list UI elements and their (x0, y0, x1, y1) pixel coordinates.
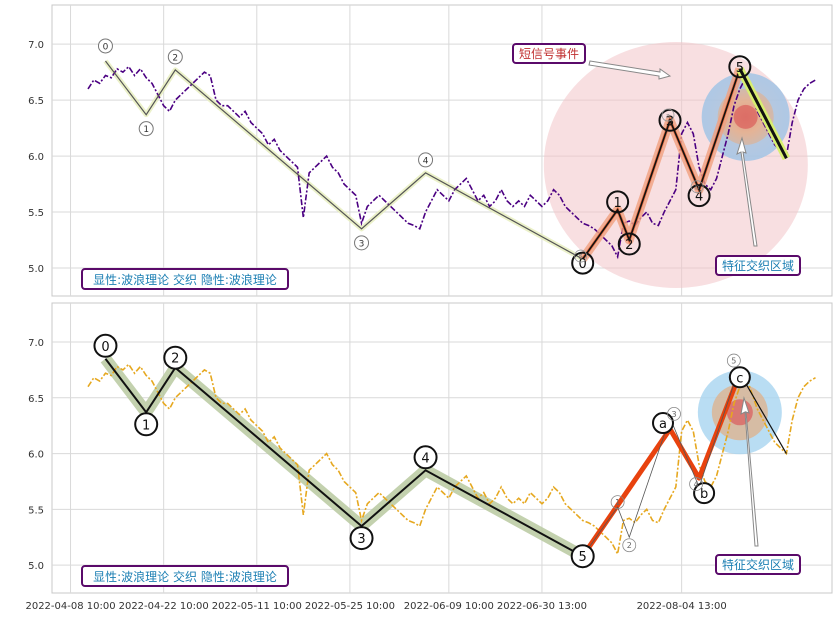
wave-point-label: 1 (142, 418, 150, 433)
legend-box (81, 268, 289, 290)
sub-wave-point-label: 3 (666, 114, 674, 129)
small-wave-marker (622, 538, 637, 553)
projection-line (739, 372, 787, 454)
wave-point-label: 0 (103, 42, 109, 52)
x-tick-label: 2022-04-22 10:00 (119, 601, 209, 612)
abc-point-label: a (659, 417, 667, 432)
wave-point-marker (570, 544, 595, 569)
price-line (87, 363, 816, 557)
short-signal-line (738, 68, 788, 160)
wave-point-marker (413, 445, 438, 470)
small-wave-line (582, 366, 741, 557)
bottom-panel: 5.0 5.5 6.0 6.5 7.0 0 1 2 3 4 5 a b c 1 2 3 4 5 特征交织区域显性:波浪… (28, 302, 833, 594)
sub-wave-point-marker (728, 55, 752, 79)
faint-marker (574, 249, 588, 263)
zone-label-box (715, 255, 801, 276)
sub-wave-point-marker (687, 184, 711, 208)
faint-marker-label: b (695, 184, 700, 192)
y-tick-label: 6.5 (28, 96, 44, 107)
small-wave-label: 1 (615, 498, 620, 507)
x-axis: 2022-04-08 10:00 2022-04-22 10:00 2022-05-… (25, 601, 726, 612)
abc-point-marker (652, 412, 674, 435)
small-wave-marker (610, 495, 625, 510)
abc-point-marker (693, 482, 716, 505)
abc-point-marker (728, 366, 751, 389)
y-tick-label: 7.0 (28, 338, 44, 349)
y-tick-label: 5.0 (28, 561, 44, 572)
y-tick-label: 5.5 (28, 208, 44, 219)
y-tick-label: 7.0 (28, 40, 44, 51)
short-signal-box (512, 43, 586, 64)
y-tick-label: 5.0 (28, 264, 44, 275)
wave-line (104, 60, 583, 260)
x-tick-label: 2022-08-04 13:00 (637, 601, 727, 612)
x-tick-label: 2022-04-08 10:00 (25, 601, 115, 612)
sub-wave-point-label: 2 (625, 238, 633, 253)
small-wave-marker (689, 477, 703, 491)
short-signal-arrow (588, 60, 672, 80)
faint-marker-label: 5 (578, 253, 582, 261)
legend-label: 显性:波浪理论 交织 隐性:波浪理论 (93, 272, 277, 287)
x-tick-label: 2022-06-09 10:00 (404, 601, 494, 612)
abc-point-label: b (700, 487, 708, 502)
wave-point-marker (138, 121, 154, 137)
faint-marker-label: a (666, 112, 670, 120)
small-wave-label: 2 (627, 541, 632, 550)
sub-wave-point-marker (617, 232, 641, 256)
y-tick-label: 6.0 (28, 152, 44, 163)
faint-marker (690, 180, 704, 194)
wave-point-marker (354, 235, 370, 251)
wave-point-label: 0 (101, 340, 109, 355)
wave-point-marker (418, 152, 434, 168)
wave-point-label: 3 (357, 532, 365, 547)
wave-point-label: 4 (423, 156, 429, 166)
y-tick-label: 6.0 (28, 450, 44, 461)
wave-point-marker (97, 38, 113, 54)
x-tick-label: 2022-05-11 10:00 (212, 601, 302, 612)
wave-point-marker (134, 412, 159, 437)
x-tick-label: 2022-06-30 13:00 (497, 601, 587, 612)
short-signal-label: 短信号事件 (519, 47, 579, 61)
y-tick-label: 6.5 (28, 394, 44, 405)
plot-frame (51, 302, 833, 594)
wave-point-label: 2 (172, 53, 178, 63)
sub-wave-point-marker (571, 251, 595, 275)
small-wave-marker (667, 406, 681, 421)
zone-target-core (733, 104, 758, 129)
y-tick-label: 5.5 (28, 505, 44, 516)
sub-wave-point-label: 1 (613, 196, 621, 211)
small-wave-label: 3 (671, 410, 676, 419)
wave-point-label: 1 (143, 125, 149, 135)
zone-label: 特征交织区域 (722, 258, 794, 273)
zone-label: 特征交织区域 (722, 557, 794, 572)
x-tick-label: 2022-05-25 10:00 (305, 601, 395, 612)
legend-box (81, 565, 289, 587)
wave-point-label: 3 (359, 239, 365, 249)
wave-point-label: 2 (171, 352, 179, 367)
sub-wave-point-marker (606, 190, 630, 214)
zone-arrow (740, 396, 759, 547)
legend-label: 显性:波浪理论 交织 隐性:波浪理论 (93, 569, 277, 584)
wave-point-marker (167, 49, 183, 65)
sub-wave-point-label: 0 (579, 257, 587, 272)
wave-point-marker (163, 345, 188, 370)
sub-wave-point-label: 5 (736, 61, 744, 76)
top-panel: 5.0 5.5 6.0 6.5 7.0 0 1 2 3 4 0 1 2 3 4 5 5 a b 短信号事件特征交织区域… (28, 4, 833, 297)
abc-point-label: c (736, 371, 743, 386)
price-line (87, 65, 816, 260)
sub-wave-line (582, 68, 741, 260)
zone-label-box (715, 554, 801, 575)
wave-point-label: 4 (421, 451, 429, 466)
wave-point-marker (349, 526, 374, 551)
wave-point-label: 5 (579, 550, 587, 565)
small-wave-marker (726, 353, 741, 368)
wave-line (104, 358, 584, 558)
small-wave-label: 5 (731, 357, 736, 366)
zone-arrow (736, 136, 758, 247)
small-wave-label: 4 (694, 480, 699, 489)
wave-point-marker (93, 333, 118, 358)
faint-marker (661, 108, 675, 122)
sub-wave-point-label: 4 (695, 190, 703, 205)
